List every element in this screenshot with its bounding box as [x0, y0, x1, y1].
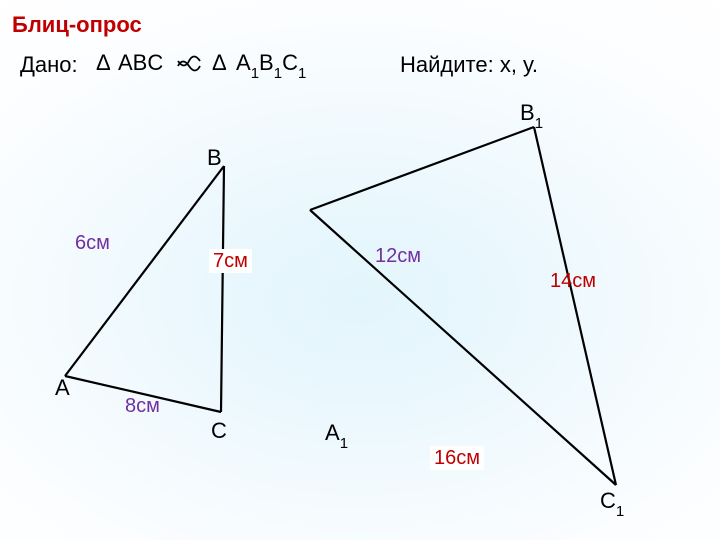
side-b1c1-label: 14см: [550, 270, 596, 293]
side-ab-label: 6см: [75, 232, 110, 255]
tri-large-c1a1: [310, 210, 616, 485]
side-bc-label-text: 7см: [209, 249, 252, 273]
side-a1c1-label-text: 16см: [430, 446, 484, 470]
tri-large-b1c1: [534, 127, 616, 485]
vertex-c1-sub: 1: [616, 503, 624, 520]
vertex-b1: B1: [520, 100, 543, 129]
tri-small-ab: [65, 166, 224, 376]
side-a1c1-label: 16см: [430, 447, 484, 470]
side-ac-label: 8см: [125, 395, 160, 418]
triangles-canvas: [0, 0, 720, 540]
side-a1b1-label: 12см: [375, 245, 421, 268]
vertex-b1-letter: B: [520, 100, 535, 125]
vertex-a: A: [55, 375, 70, 401]
vertex-a1: A1: [325, 420, 348, 449]
vertex-c1: C1: [600, 488, 624, 517]
vertex-c: C: [211, 418, 227, 444]
vertex-a1-sub: 1: [340, 435, 348, 452]
vertex-c1-letter: C: [600, 488, 616, 513]
vertex-b: B: [207, 145, 222, 171]
vertex-b1-sub: 1: [535, 115, 543, 132]
side-bc-label: 7см: [209, 250, 252, 273]
tri-small-bc: [221, 166, 224, 412]
vertex-a1-letter: A: [325, 420, 340, 445]
tri-large-a1b1: [310, 127, 534, 210]
